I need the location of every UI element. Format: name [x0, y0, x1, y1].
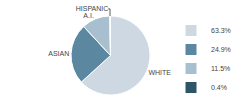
svg-text:WHITE: WHITE — [148, 69, 171, 76]
svg-text:63.3%: 63.3% — [211, 27, 231, 34]
svg-text:24.9%: 24.9% — [211, 46, 231, 53]
svg-text:11.5%: 11.5% — [211, 65, 230, 72]
svg-text:HISPANIC: HISPANIC — [76, 5, 109, 12]
svg-text:0.4%: 0.4% — [211, 84, 227, 91]
svg-text:ASIAN: ASIAN — [48, 50, 69, 57]
svg-text:A.I.: A.I. — [83, 12, 94, 19]
